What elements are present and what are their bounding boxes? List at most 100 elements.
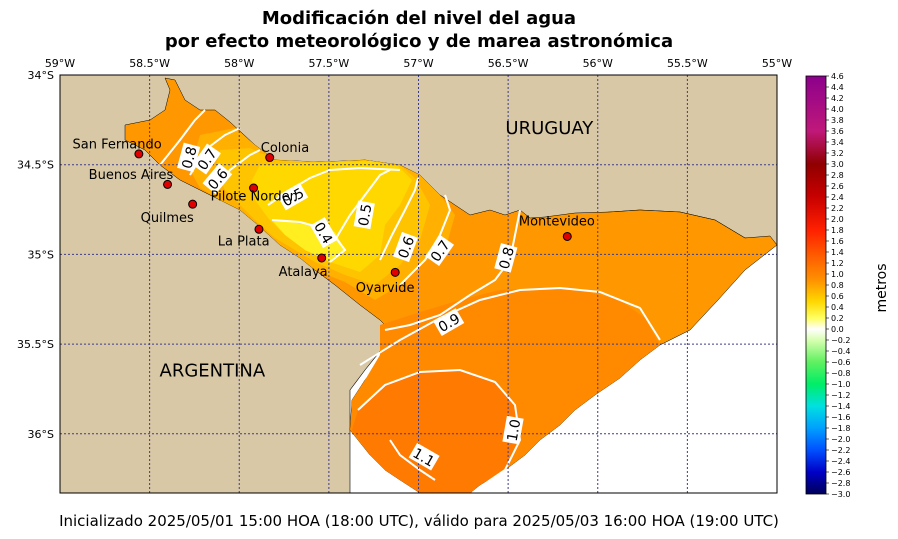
colorbar-tick-label: −0.2 — [831, 336, 850, 345]
colorbar-tick-label: 2.0 — [831, 215, 844, 224]
city-marker[interactable] — [163, 179, 173, 189]
contour-label-text: 0.5 — [356, 203, 376, 228]
city-marker[interactable] — [249, 183, 259, 193]
city-label: Colonia — [261, 141, 309, 156]
lon-tick-label: 56°W — [583, 57, 613, 70]
map-title-line2: por efecto meteorológico y de marea astr… — [164, 31, 674, 52]
colorbar-gradient — [805, 75, 827, 495]
lat-tick-label: 36°S — [28, 428, 54, 441]
water-level-1.0 — [352, 370, 518, 493]
lon-tick-label: 57°W — [403, 57, 433, 70]
colorbar-tick-label: 3.2 — [831, 149, 844, 158]
contour-label: 0.6 — [393, 231, 419, 263]
colorbar-tick-label: −2.0 — [831, 435, 850, 444]
colorbar-tick-label: 3.8 — [831, 116, 844, 125]
graticule — [60, 75, 777, 493]
lat-tick-label: 34°S — [28, 69, 54, 82]
colorbar-tick-label: −1.6 — [831, 413, 850, 422]
colorbar: −3.0 −2.8 −2.6 −2.4 −2.2 −2.0 −1.8 −1.6 −1.4 −1.2… — [805, 72, 890, 499]
lon-tick-label: 58.5°W — [129, 57, 170, 70]
contour-label-bg — [494, 243, 518, 273]
map-frame — [59, 74, 778, 494]
city-label: Pilote Norden — [211, 190, 298, 205]
colorbar-tick-label: 0.0 — [831, 325, 844, 334]
contour-label-text: 1.0 — [505, 418, 525, 443]
map-area: 0.80.70.60.50.40.50.6 0.7 0.80.91.01.1 URU… — [60, 75, 777, 493]
colorbar-tick-label: 2.4 — [831, 193, 844, 202]
colorbar-tick-label: −0.6 — [831, 358, 850, 367]
city-label: San Fernando — [73, 138, 162, 153]
country-label: ARGENTINA — [160, 360, 266, 381]
contour-label-bg — [433, 308, 465, 336]
city-marker[interactable] — [188, 199, 198, 209]
colorbar-tick-label: 4.6 — [831, 72, 844, 81]
city-label: Oyarvide — [356, 281, 415, 296]
colorbar-tick-label: 1.8 — [831, 226, 844, 235]
colorbar-ticks: −3.0 −2.8 −2.6 −2.4 −2.2 −2.0 −1.8 −1.6 −1.4 −1.2… — [826, 72, 850, 499]
city-label: Buenos Aires — [89, 168, 174, 183]
colorbar-tick-label: 2.6 — [831, 182, 844, 191]
contour-label-bg — [310, 217, 338, 249]
lat-tick-label: 35.5°S — [17, 338, 54, 351]
city-marker[interactable] — [254, 224, 264, 234]
colorbar-tick-label: 0.2 — [831, 314, 844, 323]
contour-label-text: 0.8 — [497, 245, 518, 271]
city-marker[interactable] — [390, 267, 400, 277]
contour-lines — [159, 109, 661, 488]
contour-label: 1.0 — [502, 415, 525, 445]
city-marker[interactable] — [134, 149, 144, 159]
map-title-line1: Modificación del nivel del agua — [261, 8, 577, 29]
contour-label-bg — [425, 234, 455, 267]
contour-label-bg — [393, 231, 418, 263]
city-label: La Plata — [218, 234, 270, 249]
city-label: Atalaya — [279, 265, 328, 280]
colorbar-tick-label: 2.8 — [831, 171, 844, 180]
lon-tick-label: 59°W — [45, 57, 75, 70]
contour-label-bg — [353, 200, 375, 230]
colorbar-tick-label: 1.4 — [831, 248, 844, 257]
city-marker[interactable] — [265, 153, 275, 163]
city-markers: San Fernando Buenos Aires Colonia Pilote No… — [73, 138, 595, 297]
lat-tick-label: 35°S — [28, 248, 54, 261]
colorbar-tick-label: 3.0 — [831, 160, 844, 169]
city-marker[interactable] — [317, 253, 327, 263]
colorbar-tick-label: −0.4 — [831, 347, 850, 356]
contour-label-bg — [408, 442, 440, 471]
contour-label: 0.5 — [353, 200, 376, 230]
contour-label-bg — [192, 143, 221, 175]
lat-tick-label: 34.5°S — [17, 159, 54, 172]
city-marker[interactable] — [562, 231, 572, 241]
colorbar-tick-label: 3.6 — [831, 127, 844, 136]
lon-tick-label: 55°W — [762, 57, 792, 70]
lon-tick-label: 58°W — [224, 57, 254, 70]
contour-label-bg — [277, 182, 309, 211]
colorbar-tick-label: 1.6 — [831, 237, 844, 246]
colorbar-label: metros — [874, 263, 890, 312]
city-label: Quilmes — [141, 211, 194, 226]
validity-footer: Inicializado 2025/05/01 15:00 HOA (18:00… — [59, 512, 779, 530]
colorbar-tick-label: −1.2 — [831, 391, 850, 400]
lon-tick-label: 55.5°W — [667, 57, 708, 70]
lon-tick-label: 56.5°W — [488, 57, 529, 70]
city-label: Montevideo — [519, 215, 595, 230]
colorbar-tick-label: 4.0 — [831, 105, 844, 114]
colorbar-tick-label: 0.4 — [831, 303, 844, 312]
contour-label-bg — [202, 163, 233, 195]
colorbar-tick-label: −2.4 — [831, 457, 850, 466]
colorbar-tick-label: 1.2 — [831, 259, 844, 268]
colorbar-tick-label: −2.8 — [831, 479, 850, 488]
longitude-ticks: 59°W 58.5°W 58°W 57.5°W 57°W 56.5°W 56°W 55.5°W… — [45, 57, 792, 70]
contour-label: 0.8 — [494, 243, 518, 273]
colorbar-tick-label: 1.0 — [831, 270, 844, 279]
country-labels: URUGUAY ARGENTINA — [160, 118, 595, 381]
colorbar-tick-label: −1.4 — [831, 402, 850, 411]
colorbar-tick-label: −3.0 — [831, 490, 850, 499]
contour-label-text: 0.6 — [396, 234, 419, 260]
colorbar-tick-label: 2.2 — [831, 204, 844, 213]
colorbar-tick-label: −2.2 — [831, 446, 850, 455]
colorbar-tick-label: −2.6 — [831, 468, 850, 477]
country-label: URUGUAY — [505, 118, 594, 139]
latitude-ticks: 34°S 34.5°S 35°S 35.5°S 36°S — [17, 69, 54, 441]
colorbar-tick-label: 0.8 — [831, 281, 844, 290]
